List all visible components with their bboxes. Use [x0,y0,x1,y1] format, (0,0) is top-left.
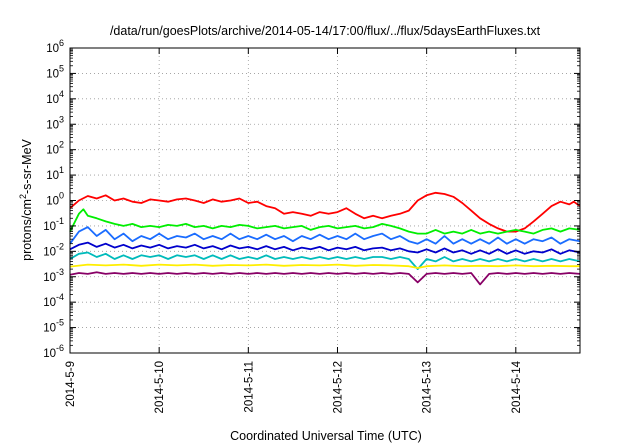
x-tick-label: 2014-5-10 [154,361,166,413]
y-tick-label: 100 [46,191,64,208]
series-line-6 [69,263,580,269]
series-line-2 [69,208,581,235]
y-tick-label: 10-2 [43,241,64,258]
y-tick-label: 101 [46,165,64,182]
y-tick-label: 10-5 [43,318,64,335]
y-tick-label: 10-3 [43,267,64,284]
series-line-7 [69,271,581,286]
y-tick-label: 10-4 [43,292,64,309]
series-line-4 [69,241,581,255]
x-tick-label: 2014-5-9 [65,361,77,407]
y-tick-label: 105 [46,63,64,80]
chart-title: /data/run/goesPlots/archive/2014-05-14/1… [110,24,541,38]
y-tick-label: 102 [46,140,64,157]
x-tick-label: 2014-5-14 [511,360,523,413]
series-lines [69,191,581,286]
y-tick-label: 10-6 [43,343,64,360]
y-tick-label: 104 [46,89,64,106]
y-tick-label: 106 [46,38,64,55]
y-tick-label: 103 [46,114,64,131]
y-tick-label: 10-1 [43,216,64,233]
x-tick-label: 2014-5-13 [422,361,434,413]
series-line-3 [69,226,581,245]
y-axis-label: protons/cm2-s-sr-MeV [18,138,34,260]
x-tick-label: 2014-5-11 [243,361,255,413]
y-tick-labels: 10-6 10-5 10-4 10-3 10-2 10-1 100 101 102 103 104 1… [43,38,64,360]
ticks [69,47,580,354]
x-tick-labels: 2014-5-9 2014-5-10 2014-5-11 2014-5-12 2014-… [65,360,523,413]
x-tick-label: 2014-5-12 [332,361,344,413]
series-line-1 [69,191,581,233]
series-line-5 [69,251,581,270]
x-axis-label: Coordinated Universal Time (UTC) [230,429,422,443]
